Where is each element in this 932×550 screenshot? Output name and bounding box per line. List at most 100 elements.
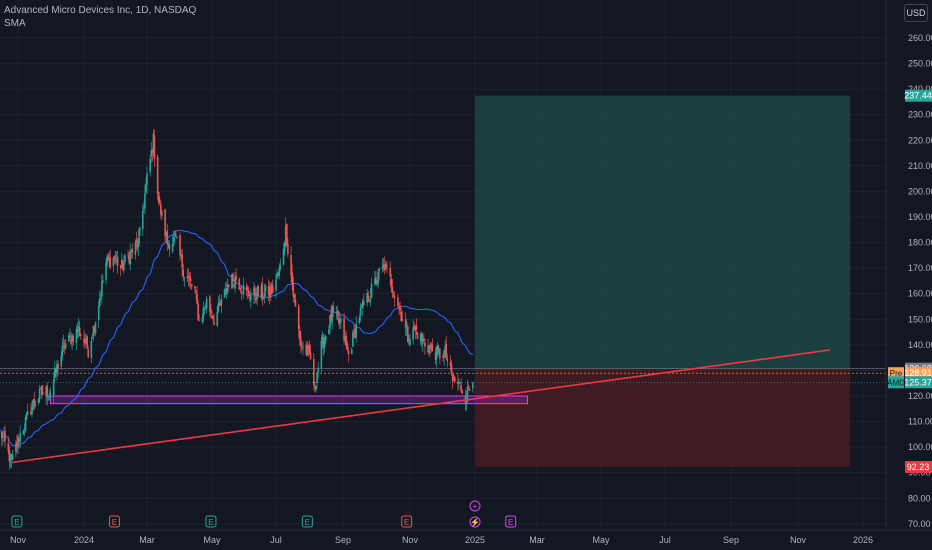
candle-body — [94, 322, 97, 334]
candle-body — [313, 358, 315, 385]
price-tick-label: 190.00 — [908, 212, 932, 222]
candles — [0, 129, 474, 470]
candle-body — [301, 346, 303, 348]
earnings-icon — [401, 515, 413, 528]
candle-body — [381, 266, 384, 269]
candle-body — [385, 263, 387, 269]
candle-body — [238, 279, 241, 290]
time-tick-label: 2026 — [853, 535, 873, 545]
price-tick-label: 150.00 — [908, 314, 932, 324]
candle-body — [277, 273, 279, 276]
candle-body — [399, 305, 401, 311]
indicator-label: SMA — [4, 18, 26, 29]
candle-body — [87, 349, 89, 358]
candle-body — [434, 352, 437, 360]
candle-body — [224, 290, 227, 294]
candle-body — [53, 368, 56, 378]
candle-body — [180, 255, 182, 257]
candle-body — [196, 293, 198, 304]
currency-button[interactable]: USD — [904, 4, 928, 22]
symbol-title: Advanced Micro Devices Inc, 1D, NASDAQ — [4, 5, 197, 16]
candle-body — [239, 287, 242, 291]
candle-body — [443, 350, 445, 358]
candle-body — [128, 255, 130, 263]
candle-body — [278, 268, 281, 276]
earnings-icon-label: E — [404, 518, 409, 527]
candle-body — [420, 332, 423, 342]
candle-body — [386, 265, 388, 267]
candle-body — [204, 307, 207, 308]
candle-body — [315, 385, 317, 391]
candle-body — [421, 340, 424, 344]
candle-body — [366, 292, 368, 303]
candle-body — [467, 389, 470, 391]
candle-body — [435, 346, 438, 360]
price-tick-label: 170.00 — [908, 263, 932, 273]
candle-body — [60, 355, 63, 367]
candle-body — [460, 384, 462, 392]
candle-body — [316, 373, 318, 384]
trendline[interactable] — [11, 349, 831, 464]
candle-body — [292, 283, 295, 296]
candle-body — [404, 320, 407, 328]
candle-body — [17, 436, 19, 448]
candle-body — [370, 283, 373, 298]
price-tag-value: 125.37 — [904, 377, 932, 387]
candle-body — [2, 435, 4, 437]
earnings-icon-label: E — [305, 518, 310, 527]
candle-body — [248, 297, 251, 299]
candle-body — [436, 344, 439, 351]
time-tick-label: Jul — [659, 535, 671, 545]
earnings-icon — [205, 515, 217, 528]
candle-body — [97, 305, 100, 321]
candle-body — [347, 350, 350, 355]
support-zone[interactable] — [49, 395, 529, 405]
time-tick-label: 2024 — [74, 535, 94, 545]
earnings-icon — [301, 515, 313, 528]
candle-body — [350, 349, 353, 355]
candle-body — [4, 430, 6, 442]
candle-body — [108, 258, 110, 260]
candle-body — [232, 274, 234, 282]
candle-body — [18, 438, 20, 442]
candle-body — [189, 278, 192, 282]
profit-zone[interactable] — [475, 95, 851, 369]
candle-body — [92, 325, 95, 337]
earnings-icon — [505, 515, 517, 528]
candle-body — [157, 192, 160, 203]
candle-body — [79, 335, 82, 336]
trendline-path[interactable] — [11, 349, 831, 464]
time-tick-label: Jul — [270, 535, 282, 545]
candle-body — [78, 327, 81, 336]
time-tick-label: Nov — [790, 535, 807, 545]
loss-zone[interactable] — [475, 368, 851, 468]
candle-body — [16, 441, 18, 447]
time-axis[interactable]: Nov 2024 Mar May Jul Sep Nov 2025 Mar May Jul Sep No… — [0, 529, 932, 550]
candle-body — [186, 275, 189, 279]
candle-body — [466, 386, 469, 402]
candle-body — [24, 417, 27, 431]
drawings[interactable] — [0, 95, 886, 468]
candle-body — [143, 207, 145, 209]
candle-body — [131, 248, 134, 253]
candle-body — [344, 337, 346, 341]
candle-body — [392, 294, 395, 297]
candle-body — [256, 287, 258, 300]
candle-body — [11, 453, 14, 460]
candle-body — [250, 294, 252, 301]
candle-body — [340, 318, 342, 323]
candle-body — [293, 294, 296, 298]
candle-body — [298, 330, 301, 340]
price-tick-label: 100.00 — [908, 442, 932, 452]
candle-body — [324, 335, 327, 342]
price-tag — [905, 367, 932, 380]
price-axis[interactable]: 70.0080.0090.00100.00110.00120.00130.001… — [885, 0, 932, 550]
candle-body — [245, 286, 248, 291]
candle-body — [468, 389, 471, 391]
candle-body — [376, 281, 378, 285]
time-tick-label: May — [203, 535, 221, 545]
candle-body — [242, 284, 245, 295]
candle-body — [257, 285, 259, 296]
